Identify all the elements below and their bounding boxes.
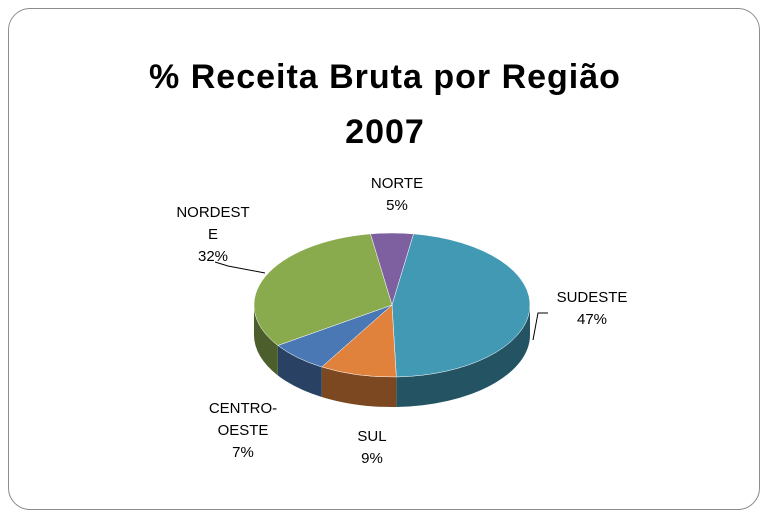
data-label: CENTRO-OESTE 7% [203, 398, 283, 464]
category-label: SUDESTE [556, 289, 628, 306]
slice-side [254, 305, 278, 376]
data-label: NORDESTE 32% [173, 202, 253, 268]
category-label: CENTRO-OESTE [208, 400, 278, 439]
slice-side [277, 345, 322, 397]
data-label: SUDESTE 47% [552, 287, 632, 331]
slice-side [396, 305, 530, 407]
slice [391, 233, 531, 378]
value-label: 5% [386, 197, 408, 214]
leader-line [532, 312, 548, 341]
leader-line [214, 261, 266, 274]
category-label: SUL [357, 428, 387, 445]
category-label: NORTE [370, 175, 424, 192]
slice [253, 233, 393, 346]
data-label: NORTE 5% [357, 173, 437, 217]
value-label: 7% [232, 444, 254, 461]
value-label: 32% [197, 248, 229, 265]
slice-side [321, 366, 397, 407]
chart-title: % Receita Bruta por Região 2007 [149, 58, 621, 151]
value-label: 9% [361, 450, 383, 467]
value-label: 47% [576, 311, 608, 328]
category-label: NORDESTE [176, 204, 250, 243]
chart-frame [8, 8, 760, 510]
data-label: SUL 9% [332, 426, 412, 470]
